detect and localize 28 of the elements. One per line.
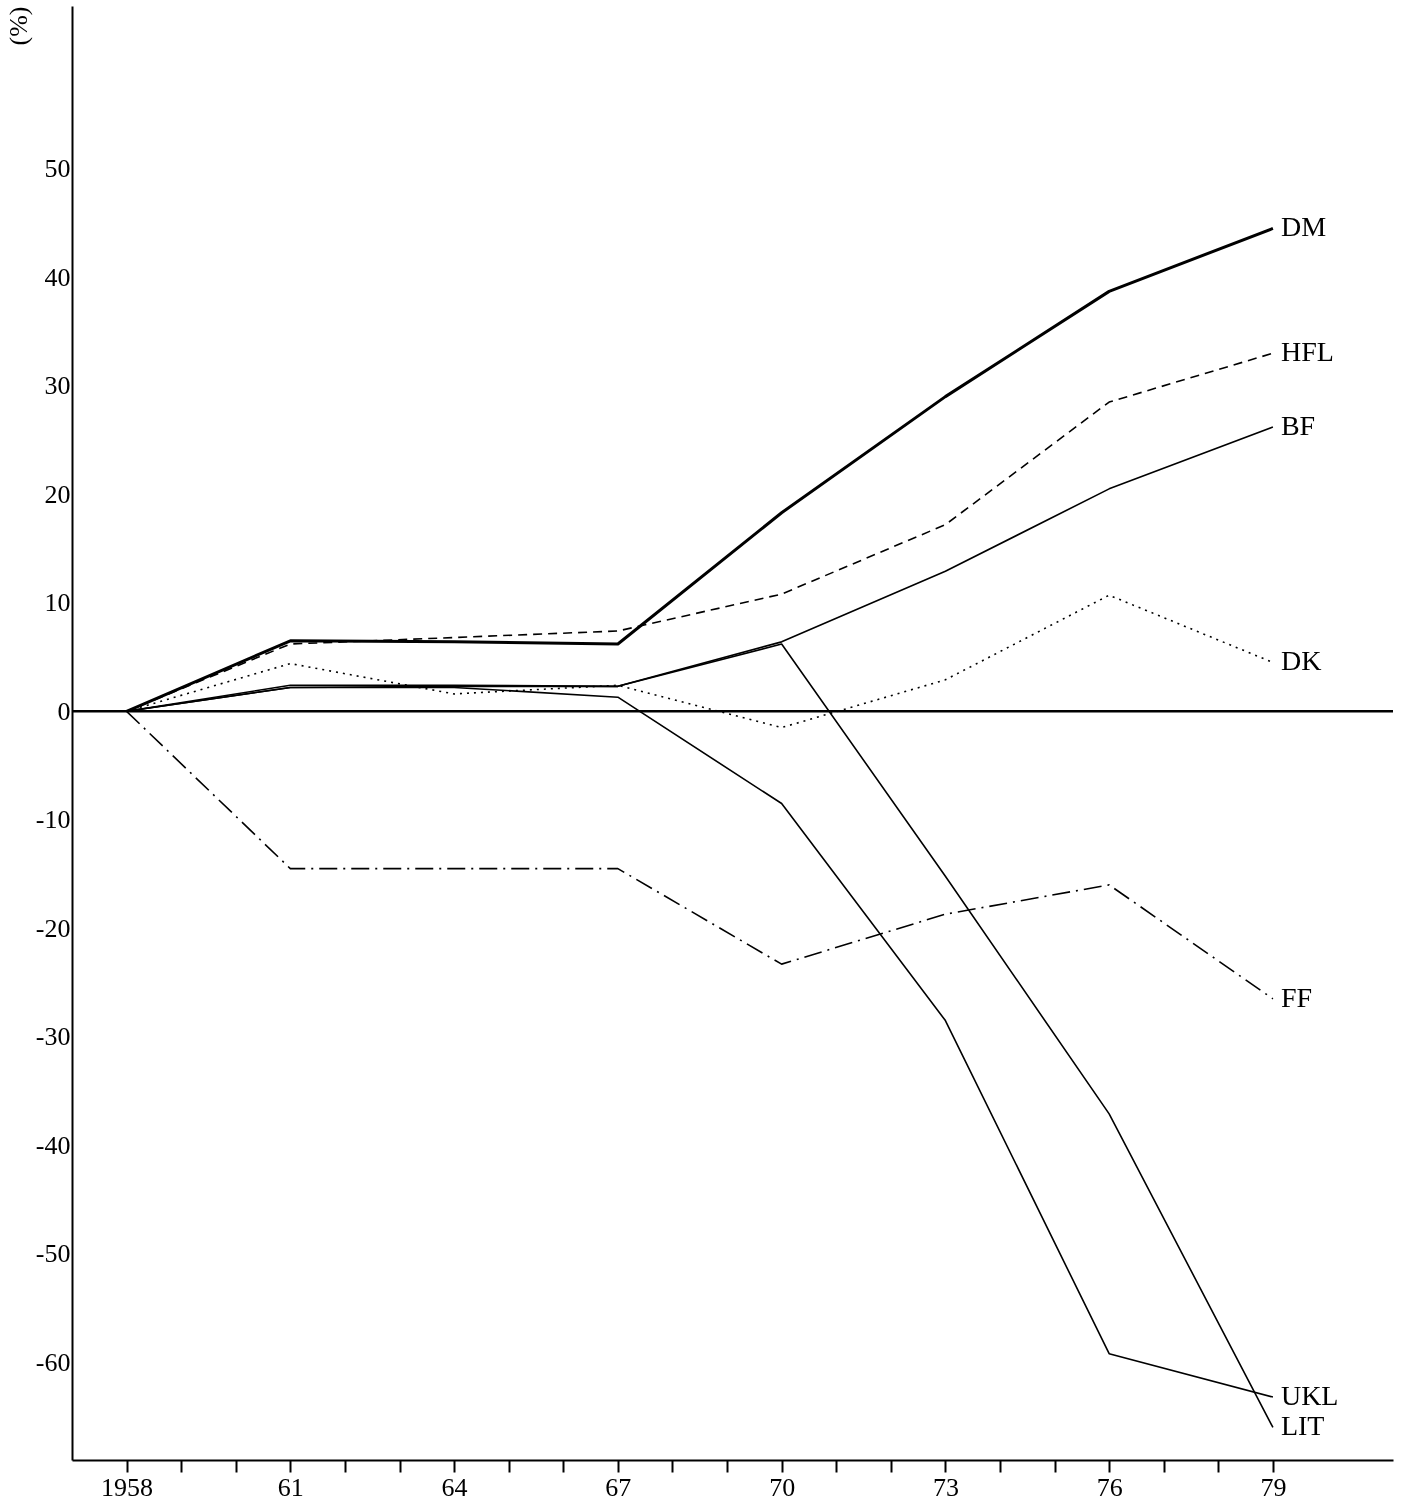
x-tick-label: 67 — [605, 1472, 632, 1502]
series-label: UKL — [1280, 1380, 1339, 1412]
y-tick-label: -40 — [35, 1130, 71, 1160]
y-tick-label: 50 — [44, 154, 71, 184]
series-label: HFL — [1280, 336, 1334, 368]
y-tick-label: -50 — [35, 1239, 71, 1269]
series-label: FF — [1280, 981, 1313, 1013]
x-tick-label: 1958 — [101, 1472, 154, 1502]
y-tick-label: -20 — [35, 913, 71, 943]
y-tick-label: 0 — [57, 696, 71, 726]
series-label: DK — [1280, 645, 1322, 677]
y-tick-label: -10 — [35, 805, 71, 835]
series-label: LIT — [1280, 1410, 1325, 1442]
y-tick-label: 40 — [44, 262, 71, 292]
x-tick-label: 76 — [1096, 1472, 1123, 1502]
x-tick-label: 61 — [277, 1472, 304, 1502]
y-tick-label: -30 — [35, 1022, 71, 1052]
x-tick-label: 79 — [1260, 1472, 1287, 1502]
series-label: BF — [1280, 410, 1316, 442]
y-axis-title: (%) — [3, 6, 33, 46]
x-tick-label: 73 — [932, 1472, 959, 1502]
x-tick-label: 70 — [769, 1472, 796, 1502]
y-tick-label: -60 — [35, 1347, 71, 1377]
y-tick-label: 10 — [44, 588, 71, 618]
series-label: DM — [1280, 211, 1327, 243]
y-tick-label: 30 — [44, 371, 71, 401]
x-tick-label: 64 — [441, 1472, 468, 1502]
y-tick-label: 20 — [44, 479, 71, 509]
